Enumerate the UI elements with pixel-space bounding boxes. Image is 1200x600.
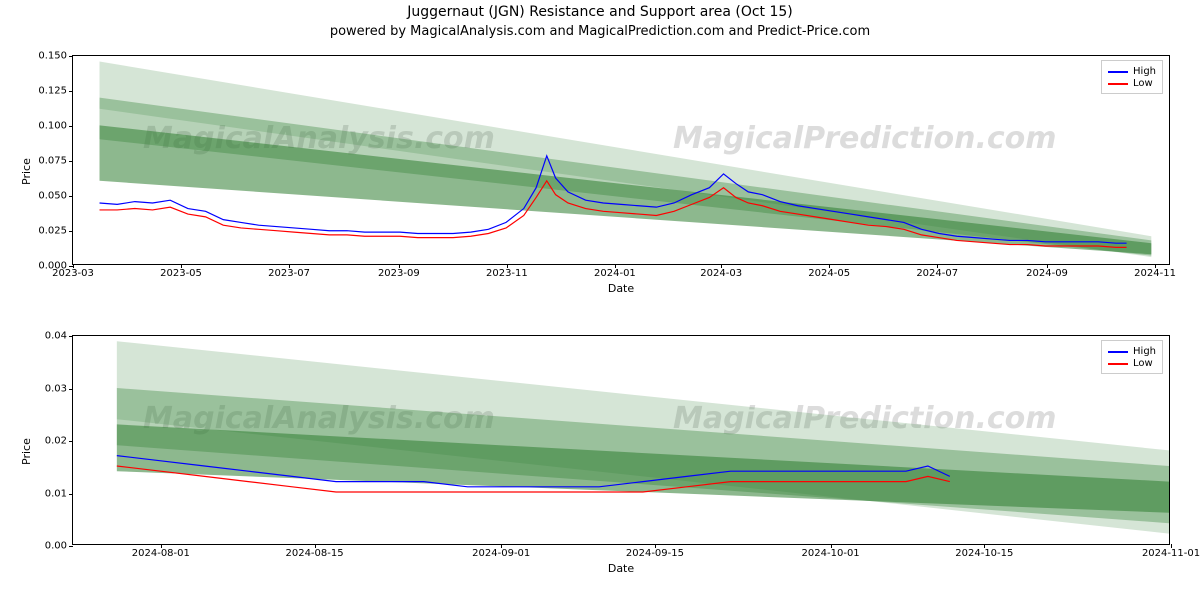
top-chart-panel: MagicalAnalysis.com MagicalPrediction.co…	[72, 55, 1170, 265]
bottom-xlabel: Date	[72, 562, 1170, 575]
legend-low-label: Low	[1133, 78, 1153, 89]
legend-high-swatch	[1108, 71, 1128, 73]
legend-low: Low	[1108, 358, 1156, 369]
top-xlabel: Date	[72, 282, 1170, 295]
figure: Juggernaut (JGN) Resistance and Support …	[0, 0, 1200, 600]
legend-low-swatch	[1108, 83, 1128, 85]
ytick-label: 0.125	[38, 86, 73, 97]
bottom-ylabel: Price	[20, 438, 33, 465]
legend-high-label: High	[1133, 346, 1156, 357]
chart-title: Juggernaut (JGN) Resistance and Support …	[0, 4, 1200, 20]
ytick-label: 0.075	[38, 156, 73, 167]
legend: High Low	[1101, 60, 1163, 94]
legend-high-label: High	[1133, 66, 1156, 77]
legend-low: Low	[1108, 78, 1156, 89]
legend-high-swatch	[1108, 351, 1128, 353]
legend-low-swatch	[1108, 363, 1128, 365]
ytick-label: 0.025	[38, 226, 73, 237]
legend-high: High	[1108, 66, 1156, 77]
top-ylabel: Price	[20, 158, 33, 185]
legend-low-label: Low	[1133, 358, 1153, 369]
chart-subtitle: powered by MagicalAnalysis.com and Magic…	[0, 24, 1200, 39]
legend: High Low	[1101, 340, 1163, 374]
legend-high: High	[1108, 346, 1156, 357]
bottom-plot-svg	[73, 336, 1169, 544]
ytick-label: 0.150	[38, 51, 73, 62]
ytick-label: 0.100	[38, 121, 73, 132]
top-plot-svg	[73, 56, 1169, 264]
ytick-label: 0.050	[38, 191, 73, 202]
bottom-chart-panel: MagicalAnalysis.com MagicalPrediction.co…	[72, 335, 1170, 545]
